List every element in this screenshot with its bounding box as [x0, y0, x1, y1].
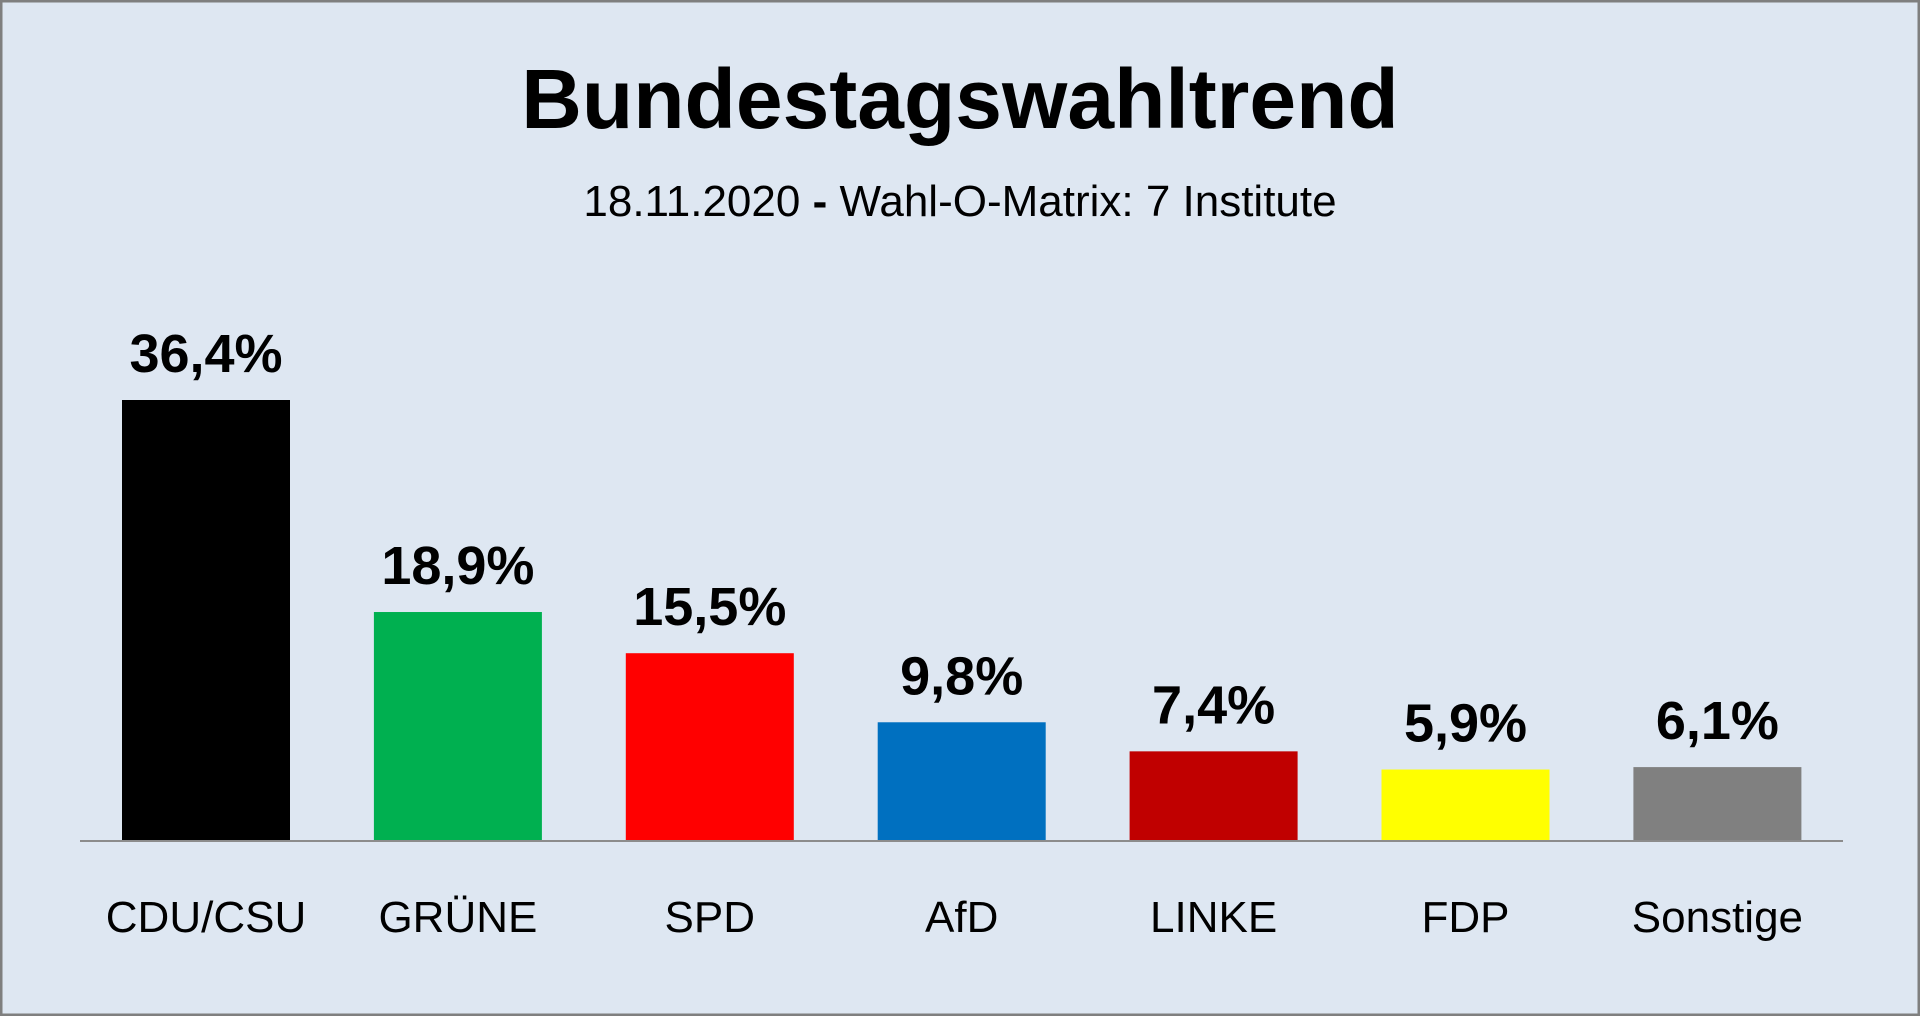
- value-label-4: 7,4%: [1152, 675, 1275, 735]
- value-label-2: 15,5%: [633, 577, 786, 637]
- subtitle-date: 18.11.2020: [583, 177, 800, 226]
- bar-0: [122, 400, 290, 841]
- category-label-3: AfD: [925, 893, 998, 942]
- subtitle-separator: -: [813, 177, 828, 226]
- bar-4: [1129, 751, 1298, 841]
- bar-2: [625, 653, 794, 841]
- subtitle-source: Wahl-O-Matrix: 7 Institute: [839, 177, 1336, 226]
- category-label-4: LINKE: [1150, 893, 1277, 942]
- category-label-5: FDP: [1422, 893, 1510, 942]
- bars-group: 36,4% CDU/CSU 18,9% GRÜNE 15,5% SPD 9,8% AfD 7,4…: [106, 324, 1803, 942]
- chart-title: Bundestagswahltrend: [521, 52, 1398, 146]
- value-label-3: 9,8%: [900, 646, 1023, 706]
- bar-1: [373, 612, 542, 841]
- category-label-6: Sonstige: [1632, 893, 1803, 942]
- bar-5: [1381, 769, 1550, 841]
- value-label-6: 6,1%: [1656, 691, 1779, 751]
- value-label-5: 5,9%: [1404, 694, 1527, 754]
- category-label-1: GRÜNE: [378, 893, 537, 942]
- chart-subtitle: 18.11.2020 - Wahl-O-Matrix: 7 Institute: [583, 177, 1336, 226]
- category-label-2: SPD: [665, 893, 755, 942]
- value-label-1: 18,9%: [381, 536, 534, 596]
- bar-6: [1633, 767, 1802, 841]
- category-label-0: CDU/CSU: [106, 893, 306, 942]
- bar-3: [877, 722, 1046, 841]
- value-label-0: 36,4%: [129, 324, 282, 384]
